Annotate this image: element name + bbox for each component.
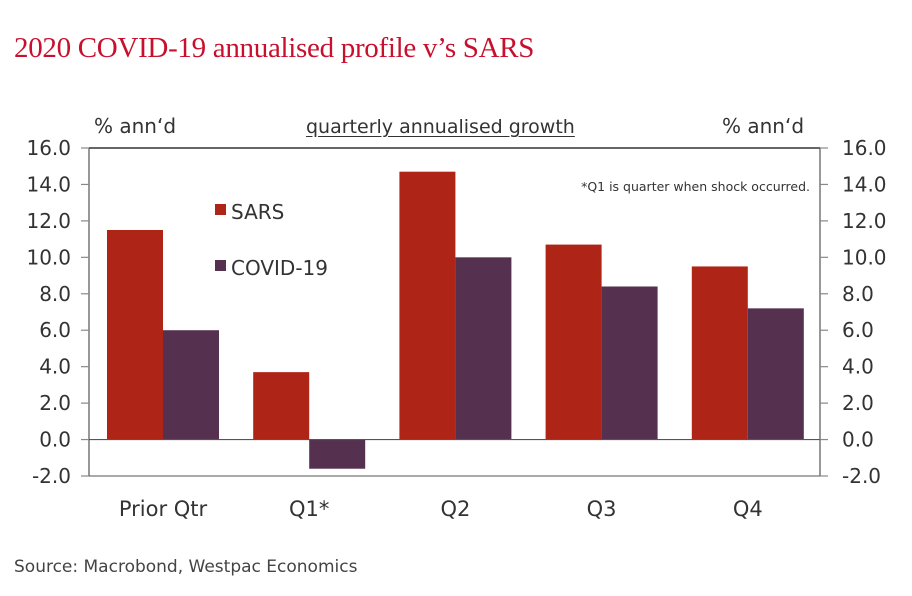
left-tick-label: 16.0 bbox=[26, 136, 71, 160]
legend-swatch-covid-19 bbox=[215, 260, 226, 271]
right-tick-label: 4.0 bbox=[842, 355, 874, 379]
chart-subtitle: quarterly annualised growth bbox=[306, 116, 575, 138]
bars-group bbox=[107, 171, 804, 469]
bar-sars-q2 bbox=[399, 171, 456, 440]
left-axis-unit-label: % ann‘d bbox=[94, 114, 177, 138]
left-tick-label: 0.0 bbox=[39, 428, 71, 452]
bar-covid-19-q2 bbox=[455, 257, 512, 440]
category-label: Q4 bbox=[733, 497, 763, 521]
left-tick-label: 2.0 bbox=[39, 391, 71, 415]
right-axis-unit-label: % ann‘d bbox=[722, 114, 805, 138]
right-tick-label: 12.0 bbox=[842, 209, 887, 233]
bar-covid-19-q4 bbox=[747, 308, 804, 440]
right-tick-label: 2.0 bbox=[842, 391, 874, 415]
right-tick-label: 16.0 bbox=[842, 136, 887, 160]
bar-sars-prior-qtr bbox=[107, 230, 163, 440]
legend: SARS COVID-19 bbox=[215, 200, 328, 280]
bar-sars-q4 bbox=[691, 266, 748, 440]
right-tick-label: 10.0 bbox=[842, 245, 887, 269]
bar-covid-19-q1- bbox=[309, 439, 366, 469]
legend-swatch-sars bbox=[215, 204, 226, 215]
left-tick-label: 6.0 bbox=[39, 318, 71, 342]
category-label: Q1* bbox=[289, 497, 329, 521]
legend-label: COVID-19 bbox=[231, 256, 328, 280]
axes-group: -2.0 -2.0 0.0 0.0 2.0 2.0 4.0 4.0 6.0 6.0 8.0 8.0 10… bbox=[26, 136, 886, 521]
left-tick-label: 14.0 bbox=[26, 172, 71, 196]
right-tick-label: 0.0 bbox=[842, 428, 874, 452]
category-label: Q2 bbox=[440, 497, 470, 521]
left-tick-label: -2.0 bbox=[32, 464, 71, 488]
bar-sars-q3 bbox=[545, 244, 602, 440]
left-tick-label: 12.0 bbox=[26, 209, 71, 233]
bar-covid-19-q3 bbox=[601, 286, 658, 440]
bar-covid-19-prior-qtr bbox=[163, 330, 219, 440]
bar-sars-q1- bbox=[253, 372, 310, 440]
category-label: Prior Qtr bbox=[119, 497, 208, 521]
chart-title: 2020 COVID-19 annualised profile v’s SAR… bbox=[14, 32, 535, 64]
right-tick-label: 8.0 bbox=[842, 282, 874, 306]
right-tick-label: 6.0 bbox=[842, 318, 874, 342]
source-note: Source: Macrobond, Westpac Economics bbox=[14, 557, 358, 577]
left-tick-label: 8.0 bbox=[39, 282, 71, 306]
category-label: Q3 bbox=[587, 497, 617, 521]
legend-label: SARS bbox=[231, 200, 284, 224]
left-tick-label: 10.0 bbox=[26, 245, 71, 269]
footnote-annotation: *Q1 is quarter when shock occurred. bbox=[581, 179, 810, 194]
right-tick-label: 14.0 bbox=[842, 172, 887, 196]
left-tick-label: 4.0 bbox=[39, 355, 71, 379]
right-tick-label: -2.0 bbox=[842, 464, 881, 488]
